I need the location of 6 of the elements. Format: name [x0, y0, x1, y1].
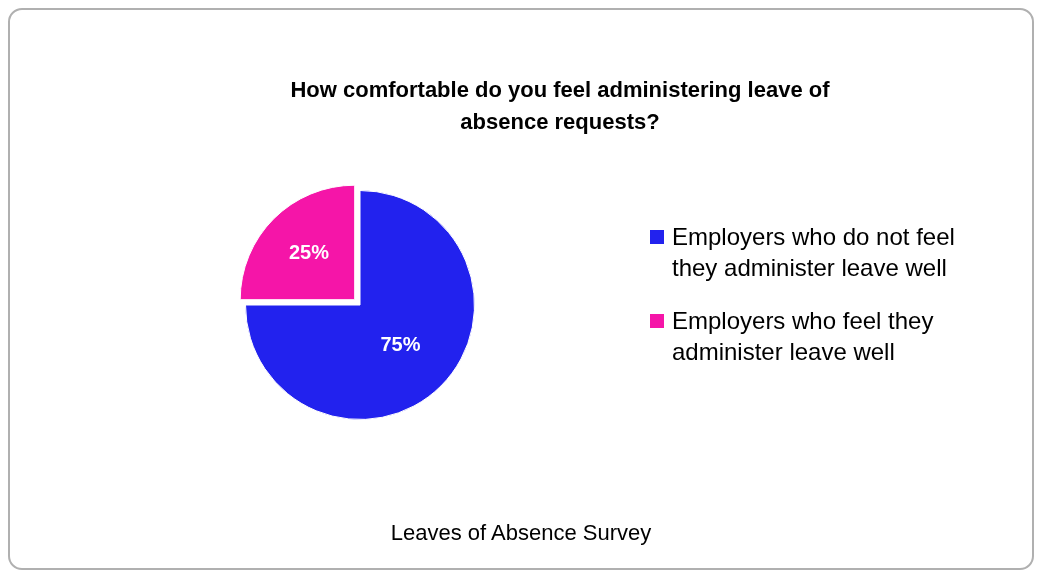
legend-label: Employers who do not feel they administer leave well	[672, 222, 956, 283]
chart-title: How comfortable do you feel administering leave of absence requests?	[289, 76, 831, 136]
data-label: 25%	[288, 241, 330, 264]
text: Leaves of Absence Survey	[389, 520, 653, 546]
data-label: 75%	[380, 333, 421, 355]
legend-label: Employers who feel they administer leave well	[672, 306, 935, 367]
